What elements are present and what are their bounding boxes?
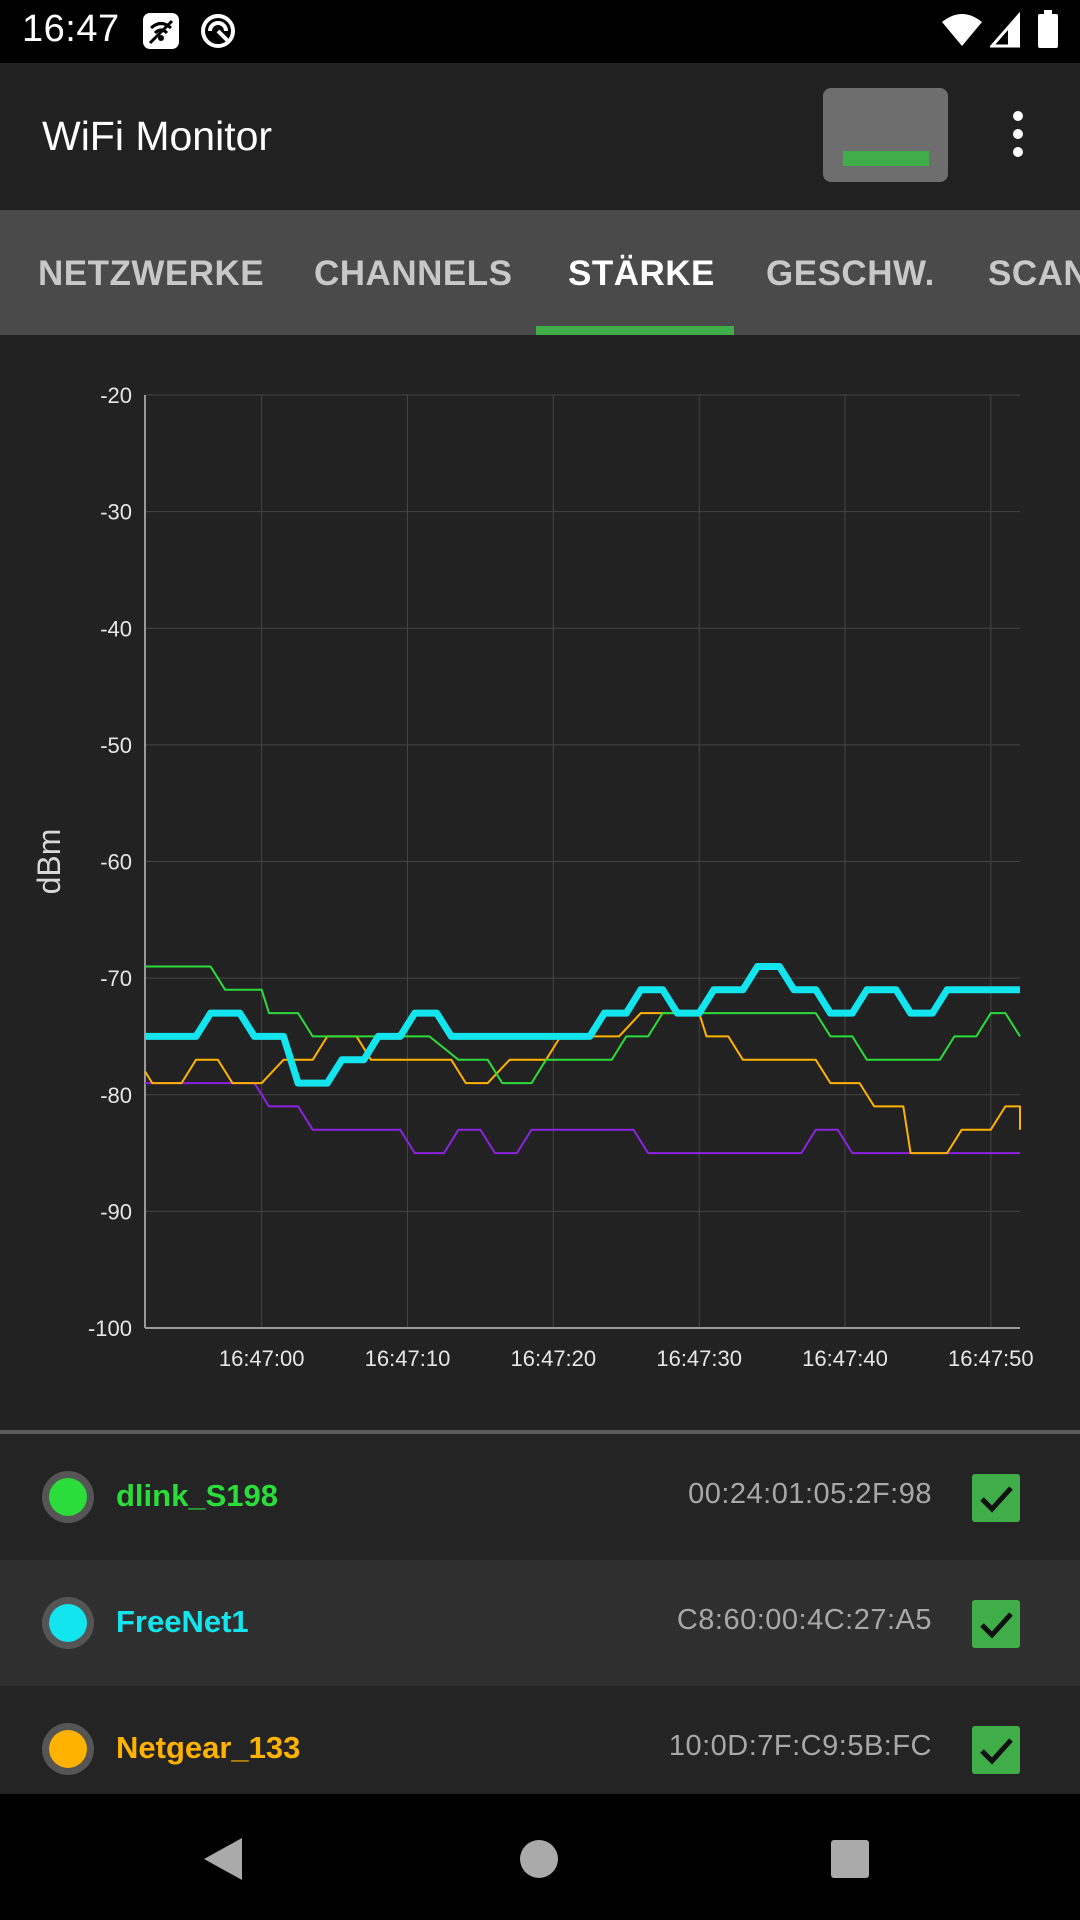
network-list: dlink_S198 00:24:01:05:2F:98 FreeNet1 C8… [0, 1434, 1080, 1794]
network-mac: C8:60:00:4C:27:A5 [676, 1604, 932, 1636]
status-bar: 16:47 [0, 0, 1080, 63]
battery-icon [1038, 10, 1058, 48]
wifi-signal-icon [942, 14, 982, 46]
y-tick-label: -50 [100, 733, 132, 758]
tab-netzwerke[interactable]: NETZWERKE [38, 254, 265, 293]
y-axis-title: dBm [31, 829, 67, 895]
wifi-scan-icon [143, 13, 179, 49]
overflow-menu-icon[interactable] [1000, 111, 1036, 161]
color-dot [49, 1604, 87, 1642]
x-tick-label: 16:47:20 [511, 1346, 597, 1371]
home-icon[interactable] [519, 1839, 559, 1879]
network-row[interactable]: FreeNet1 C8:60:00:4C:27:A5 [0, 1560, 1080, 1686]
x-tick-label: 16:47:50 [948, 1346, 1034, 1371]
app-title: WiFi Monitor [42, 113, 273, 159]
x-tick-label: 16:47:00 [219, 1346, 305, 1371]
status-time: 16:47 [22, 8, 120, 50]
tab-geschw[interactable]: GESCHW. [766, 254, 935, 293]
network-ssid: dlink_S198 [116, 1478, 278, 1513]
navigation-bar [0, 1794, 1080, 1920]
network-mac: 00:24:01:05:2F:98 [688, 1478, 932, 1510]
tab-channels[interactable]: CHANNELS [314, 254, 513, 293]
checkbox-checked-icon[interactable] [972, 1726, 1020, 1774]
x-tick-label: 16:47:30 [656, 1346, 742, 1371]
chart-svg: -20 -30 -40 -50 -60 -70 -80 -90 -100 16:47:00 16:4… [31, 383, 1034, 1371]
checkbox-checked-icon[interactable] [972, 1474, 1020, 1522]
color-swatch [42, 1597, 94, 1649]
checkbox-checked-icon[interactable] [972, 1600, 1020, 1648]
x-tick-label: 16:47:40 [802, 1346, 888, 1371]
y-tick-label: -70 [100, 966, 132, 991]
series-line-unnamed [145, 1082, 1020, 1155]
color-swatch [42, 1471, 94, 1523]
network-row[interactable]: Netgear_133 10:0D:7F:C9:5B:FC [0, 1686, 1080, 1794]
signal-strength-chart[interactable]: -20 -30 -40 -50 -60 -70 -80 -90 -100 16:47:00 16:4… [0, 335, 1080, 1430]
color-dot [49, 1730, 87, 1768]
network-mac: 10:0D:7F:C9:5B:FC [668, 1730, 932, 1762]
network-ssid: Netgear_133 [116, 1730, 301, 1765]
y-tick-label: -100 [88, 1316, 132, 1341]
recents-icon[interactable] [830, 1839, 870, 1879]
y-tick-label: -30 [100, 500, 132, 525]
app-bar: WiFi Monitor [0, 63, 1080, 210]
color-dot [49, 1478, 87, 1516]
y-tick-label: -90 [100, 1199, 132, 1224]
signal-level-icon [843, 151, 929, 166]
color-swatch [42, 1723, 94, 1775]
series-line-freenet1 [145, 963, 1020, 1087]
network-row[interactable]: dlink_S198 00:24:01:05:2F:98 [0, 1434, 1080, 1560]
back-icon[interactable] [200, 1836, 246, 1882]
y-tick-label: -20 [100, 383, 132, 408]
cell-signal-icon [990, 12, 1020, 48]
y-tick-label: -40 [100, 616, 132, 641]
network-ssid: FreeNet1 [116, 1604, 249, 1639]
tab-indicator [536, 326, 734, 335]
y-tick-label: -80 [100, 1083, 132, 1108]
series-line-dlink-s198 [145, 965, 1021, 1085]
tab-bar: NETZWERKE CHANNELS STÄRKE GESCHW. SCAN [0, 210, 1080, 335]
tab-scan[interactable]: SCAN [988, 254, 1080, 293]
tab-staerke[interactable]: STÄRKE [568, 254, 715, 293]
x-tick-label: 16:47:10 [365, 1346, 451, 1371]
signal-level-button[interactable] [823, 88, 948, 182]
y-tick-label: -60 [100, 850, 132, 875]
divider [0, 1430, 1080, 1434]
sync-icon [201, 14, 235, 48]
